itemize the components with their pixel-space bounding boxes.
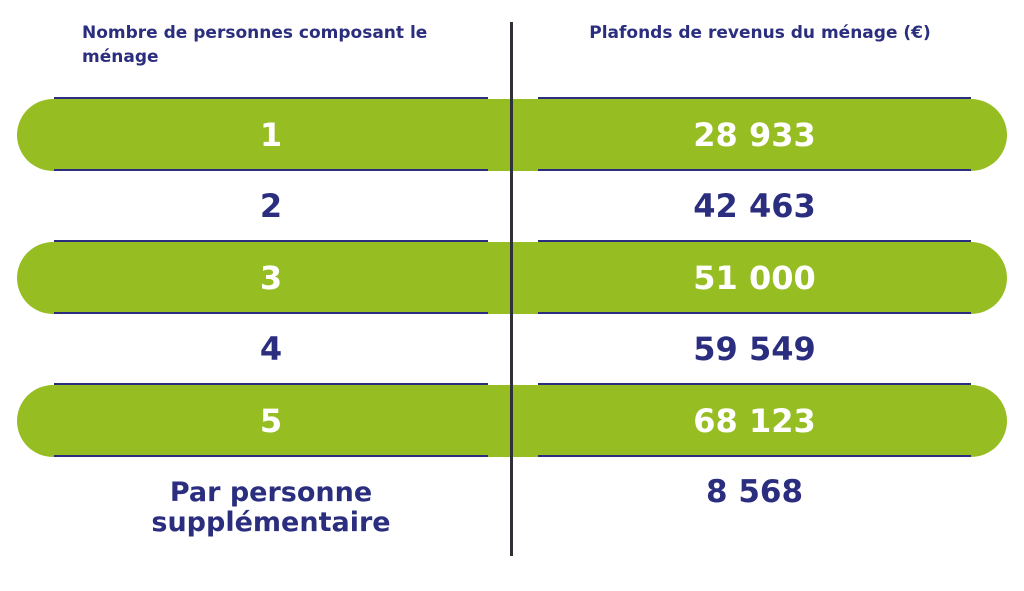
rule-right xyxy=(538,240,971,242)
column-divider xyxy=(510,22,513,556)
rule-left xyxy=(54,169,488,171)
ceiling-cell: 42 463 xyxy=(693,187,816,225)
extra-person-value: 8 568 xyxy=(705,474,804,510)
rule-right xyxy=(538,455,971,457)
ceiling-cell: 59 549 xyxy=(693,330,816,368)
household-size-header: Nombre de personnes composant le ménage xyxy=(82,23,428,67)
rule-left xyxy=(54,383,488,385)
persons-cell: 5 xyxy=(259,402,283,440)
rule-left xyxy=(54,312,488,314)
rule-right xyxy=(538,97,971,99)
income-ceiling-header: Plafonds de revenus du ménage (€) xyxy=(589,23,931,43)
rule-right xyxy=(538,169,971,171)
ceiling-cell: 51 000 xyxy=(693,259,816,297)
ceiling-cell: 28 933 xyxy=(693,116,816,154)
persons-cell: 1 xyxy=(259,116,283,154)
rule-left xyxy=(54,240,488,242)
persons-cell: 4 xyxy=(259,330,283,368)
rule-left xyxy=(54,455,488,457)
persons-cell: 3 xyxy=(259,259,283,297)
persons-cell: 2 xyxy=(259,187,283,225)
rule-left xyxy=(54,97,488,99)
rule-right xyxy=(538,312,971,314)
extra-person-label: Par personne supplémentaire xyxy=(151,477,391,538)
ceiling-cell: 68 123 xyxy=(693,402,816,440)
rule-right xyxy=(538,383,971,385)
